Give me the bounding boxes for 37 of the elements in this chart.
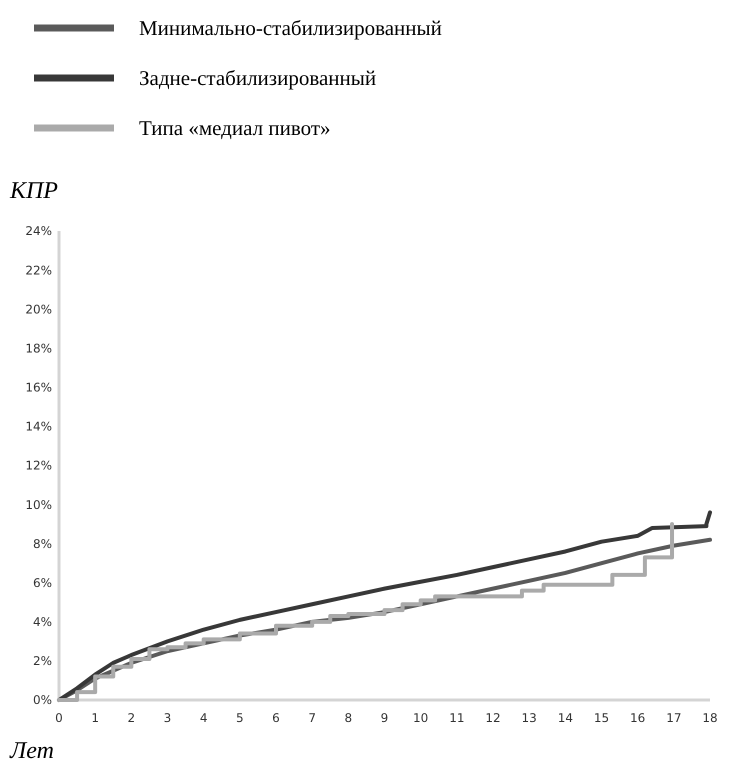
legend-label: Минимально-стабилизированный xyxy=(139,16,442,40)
x-axis-title: Лет xyxy=(9,738,54,764)
y-tick-label: 2% xyxy=(32,654,52,668)
y-tick-label: 8% xyxy=(32,536,52,551)
x-tick-label: 4 xyxy=(200,711,208,725)
x-tick-label: 17 xyxy=(666,711,682,725)
x-tick-label: 9 xyxy=(380,711,388,725)
x-tick-label: 15 xyxy=(594,711,610,725)
y-tick-label: 16% xyxy=(25,380,52,395)
x-tick-label: 6 xyxy=(272,711,280,725)
y-axis-title: КПР xyxy=(9,178,58,204)
x-tick-label: 13 xyxy=(522,711,537,725)
y-tick-label: 6% xyxy=(32,576,52,590)
legend-label: Типа «медиал пивот» xyxy=(139,116,330,140)
x-tick-label: 5 xyxy=(236,711,244,725)
y-tick-label: 14% xyxy=(25,420,52,434)
y-tick-label: 0% xyxy=(32,693,52,708)
x-tick-label: 10 xyxy=(413,711,428,725)
y-tick-label: 18% xyxy=(25,341,52,356)
x-tick-label: 11 xyxy=(449,711,464,725)
y-tick-label: 22% xyxy=(25,263,52,278)
legend-label: Задне-стабилизированный xyxy=(139,66,376,90)
y-tick-label: 10% xyxy=(25,498,52,512)
x-tick-label: 0 xyxy=(55,711,63,725)
x-tick-label: 14 xyxy=(558,711,573,725)
x-tick-label: 18 xyxy=(702,711,718,725)
x-tick-label: 16 xyxy=(630,711,646,725)
x-tick-label: 12 xyxy=(485,711,501,725)
x-tick-label: 1 xyxy=(91,711,99,725)
x-tick-label: 7 xyxy=(308,711,316,725)
x-tick-label: 2 xyxy=(128,711,136,725)
y-tick-label: 4% xyxy=(32,615,52,630)
x-tick-label: 8 xyxy=(344,711,352,725)
y-tick-label: 12% xyxy=(25,458,52,473)
y-tick-label: 20% xyxy=(25,302,52,316)
y-tick-label: 24% xyxy=(25,224,52,238)
x-tick-label: 3 xyxy=(164,711,172,725)
